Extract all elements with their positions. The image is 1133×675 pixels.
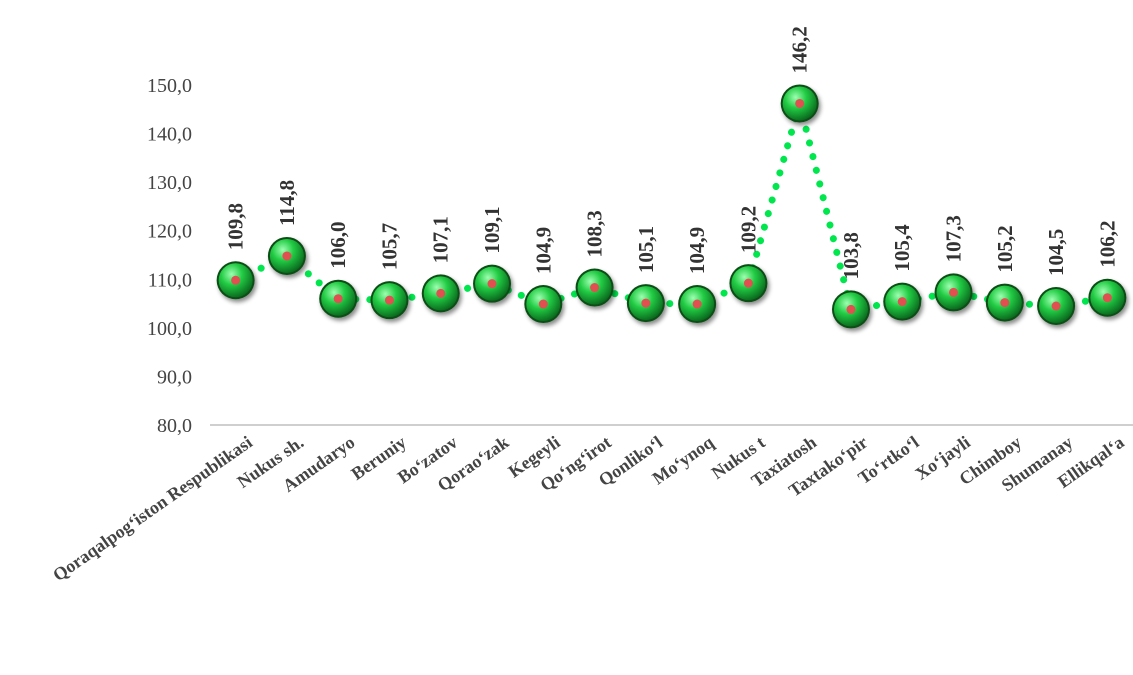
data-label: 103,8 (839, 232, 863, 279)
data-label: 105,1 (634, 226, 658, 273)
data-label: 104,9 (685, 227, 709, 274)
y-axis: 80,0 90,0 100,0 110,0 120,0 130,0 140,0 150,0 (147, 75, 192, 437)
data-label: 109,1 (480, 206, 504, 253)
data-label: 105,4 (890, 224, 914, 272)
data-point (985, 283, 1024, 322)
data-label: 146,2 (788, 26, 812, 73)
data-label: 109,2 (736, 206, 760, 253)
data-point (626, 284, 665, 323)
data-label: 104,9 (531, 227, 555, 274)
data-label: 109,8 (224, 203, 248, 250)
y-tick-label: 130,0 (147, 172, 192, 194)
y-tick-label: 120,0 (147, 221, 192, 243)
data-point (1088, 278, 1127, 317)
y-tick-label: 90,0 (157, 366, 192, 388)
data-label: 107,3 (942, 215, 966, 262)
data-label: 106,0 (326, 221, 350, 268)
data-label: 104,5 (1044, 229, 1068, 276)
data-label: 107,1 (429, 216, 453, 263)
data-point (883, 282, 922, 321)
data-markers (216, 84, 1127, 329)
data-label: 105,7 (377, 223, 401, 270)
data-point (780, 84, 819, 123)
y-tick-label: 150,0 (147, 75, 192, 97)
data-label: 114,8 (275, 180, 299, 226)
data-point (216, 261, 255, 300)
data-point (575, 268, 614, 307)
data-label: 106,2 (1095, 220, 1119, 267)
data-point (524, 285, 563, 324)
data-point (831, 290, 870, 329)
series-line (232, 89, 1111, 314)
data-point (370, 281, 409, 320)
data-point (678, 285, 717, 324)
data-point (934, 273, 973, 312)
x-tick-label: Qoraqalpog‘iston Respublikasi (49, 432, 256, 585)
data-point (1037, 287, 1076, 325)
y-tick-label: 140,0 (147, 124, 192, 146)
data-point (729, 264, 768, 303)
data-label: 108,3 (583, 210, 607, 257)
data-point (473, 264, 512, 303)
y-tick-label: 100,0 (147, 318, 192, 340)
data-label: 105,2 (993, 225, 1017, 272)
y-tick-label: 80,0 (157, 415, 192, 437)
data-point (421, 274, 460, 313)
y-tick-label: 110,0 (148, 269, 192, 291)
data-labels: 109,8 114,8 106,0 105,7 107,1 109,1 104,9 108,3… (224, 26, 1120, 279)
data-point (267, 236, 306, 275)
data-point (319, 279, 358, 318)
